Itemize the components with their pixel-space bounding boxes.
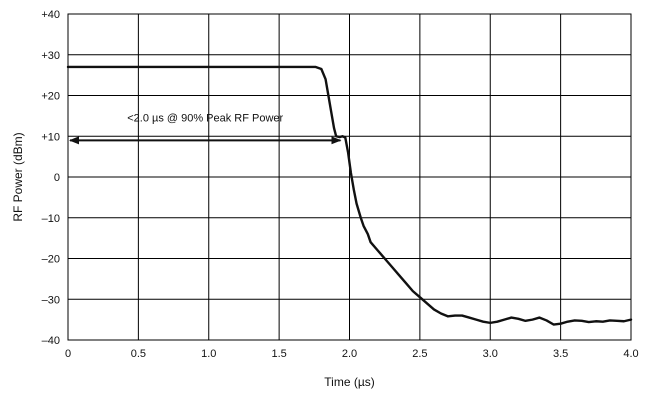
y-tick-label: –20: [42, 254, 60, 266]
y-tick-label: 0: [54, 172, 60, 184]
y-tick-label: –30: [42, 294, 60, 306]
y-tick-label: –40: [42, 335, 60, 347]
x-tick-label: 0: [65, 348, 71, 360]
y-tick-label: –10: [42, 213, 60, 225]
grid: [67, 13, 632, 341]
x-axis-ticks: 0 0.5 1.0 1.5 2.0 2.5 3.0 3.5 4.0: [65, 348, 639, 360]
annotation-label: <2.0 µs @ 90% Peak RF Power: [127, 112, 283, 124]
x-tick-label: 4.0: [623, 348, 638, 360]
annotation: <2.0 µs @ 90% Peak RF Power: [69, 112, 342, 145]
plot-frame: [67, 13, 632, 341]
x-tick-label: 0.5: [131, 348, 146, 360]
y-tick-label: +20: [41, 91, 60, 103]
y-tick-label: +10: [41, 131, 60, 143]
x-tick-label: 2.5: [412, 348, 427, 360]
x-tick-label: 2.0: [342, 348, 357, 360]
y-tick-label: +40: [41, 9, 60, 21]
series-line-0: [66, 65, 633, 326]
y-tick-label: +30: [41, 50, 60, 62]
x-tick-label: 3.0: [483, 348, 498, 360]
x-tick-label: 1.0: [201, 348, 216, 360]
y-axis-label: RF Power (dBm): [11, 132, 25, 221]
series-layer: [66, 65, 633, 326]
x-tick-label: 3.5: [553, 348, 568, 360]
y-axis-ticks: +40 +30 +20 +10 0 –10 –20 –30 –40: [41, 9, 60, 347]
x-axis-label: Time (µs): [324, 375, 374, 389]
x-tick-label: 1.5: [271, 348, 286, 360]
